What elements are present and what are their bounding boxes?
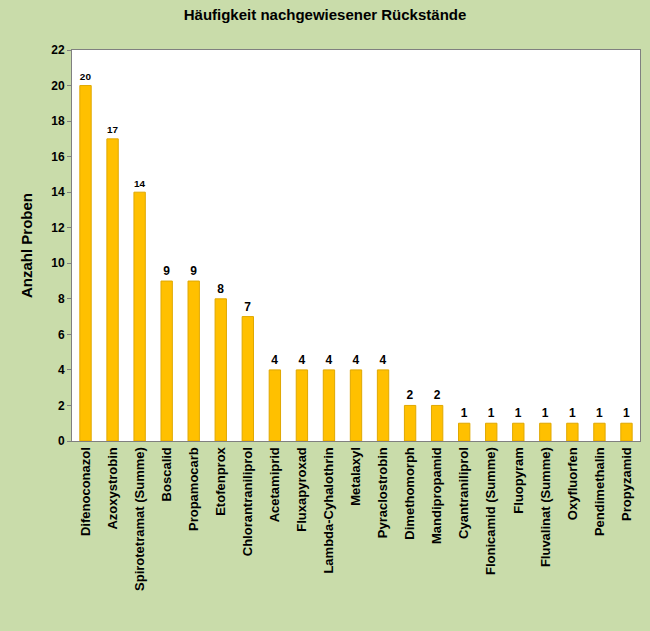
svg-text:6: 6 bbox=[58, 328, 65, 342]
svg-text:14: 14 bbox=[51, 185, 65, 199]
svg-text:Lambda-Cyhalothrin: Lambda-Cyhalothrin bbox=[321, 447, 336, 573]
svg-text:Pendimethalin: Pendimethalin bbox=[592, 447, 607, 536]
svg-text:8: 8 bbox=[58, 292, 65, 306]
svg-text:Boscalid: Boscalid bbox=[159, 447, 174, 501]
svg-text:2: 2 bbox=[58, 399, 65, 413]
svg-text:17: 17 bbox=[107, 124, 119, 135]
svg-text:Cyantraniliprol: Cyantraniliprol bbox=[456, 447, 471, 539]
svg-text:Fluopyram: Fluopyram bbox=[511, 447, 526, 513]
svg-text:Fluvalinat (Summe): Fluvalinat (Summe) bbox=[538, 447, 553, 567]
svg-text:20: 20 bbox=[51, 79, 65, 93]
svg-text:Etofenprox: Etofenprox bbox=[213, 446, 228, 515]
svg-text:1: 1 bbox=[461, 406, 468, 420]
svg-text:Anzahl Proben: Anzahl Proben bbox=[18, 193, 35, 298]
svg-text:Chlorantraniliprol: Chlorantraniliprol bbox=[240, 447, 255, 556]
svg-text:4: 4 bbox=[298, 353, 305, 367]
svg-text:2: 2 bbox=[434, 388, 441, 402]
svg-text:Propamocarb: Propamocarb bbox=[186, 447, 201, 531]
svg-text:1: 1 bbox=[623, 406, 630, 420]
svg-text:14: 14 bbox=[134, 178, 146, 189]
svg-text:Difenoconazol: Difenoconazol bbox=[78, 447, 93, 536]
svg-text:4: 4 bbox=[380, 353, 387, 367]
svg-text:Dimethomorph: Dimethomorph bbox=[402, 447, 417, 540]
svg-text:4: 4 bbox=[58, 363, 65, 377]
svg-text:1: 1 bbox=[488, 406, 495, 420]
svg-text:18: 18 bbox=[51, 114, 65, 128]
svg-text:10: 10 bbox=[51, 256, 65, 270]
svg-text:Propyzamid: Propyzamid bbox=[619, 447, 634, 521]
svg-text:Fluxapyroxad: Fluxapyroxad bbox=[294, 447, 309, 532]
svg-text:0: 0 bbox=[58, 434, 65, 448]
svg-text:Mandipropamid: Mandipropamid bbox=[429, 447, 444, 544]
svg-text:Spirotetramat (Summe): Spirotetramat (Summe) bbox=[132, 447, 147, 591]
svg-text:20: 20 bbox=[80, 71, 92, 82]
svg-text:9: 9 bbox=[190, 264, 197, 278]
svg-text:1: 1 bbox=[515, 406, 522, 420]
svg-text:Azoxystrobin: Azoxystrobin bbox=[105, 447, 120, 529]
svg-text:22: 22 bbox=[51, 43, 65, 57]
svg-text:1: 1 bbox=[569, 406, 576, 420]
svg-text:12: 12 bbox=[51, 221, 65, 235]
svg-text:Acetamiprid: Acetamiprid bbox=[267, 447, 282, 522]
svg-text:Flonicamid (Summe): Flonicamid (Summe) bbox=[483, 447, 498, 575]
svg-text:4: 4 bbox=[353, 353, 360, 367]
svg-text:Häufigkeit nachgewiesener Rück: Häufigkeit nachgewiesener Rückstände bbox=[184, 6, 467, 23]
svg-text:7: 7 bbox=[244, 300, 251, 314]
svg-text:Pyraclostrobin: Pyraclostrobin bbox=[375, 447, 390, 538]
svg-text:1: 1 bbox=[542, 406, 549, 420]
svg-text:4: 4 bbox=[325, 353, 332, 367]
svg-text:Metalaxyl: Metalaxyl bbox=[348, 447, 363, 506]
svg-text:16: 16 bbox=[51, 150, 65, 164]
svg-text:2: 2 bbox=[407, 388, 414, 402]
svg-text:8: 8 bbox=[217, 282, 224, 296]
svg-text:9: 9 bbox=[163, 264, 170, 278]
svg-text:1: 1 bbox=[596, 406, 603, 420]
svg-text:Oxyfluorfen: Oxyfluorfen bbox=[565, 447, 580, 520]
svg-text:4: 4 bbox=[271, 353, 278, 367]
